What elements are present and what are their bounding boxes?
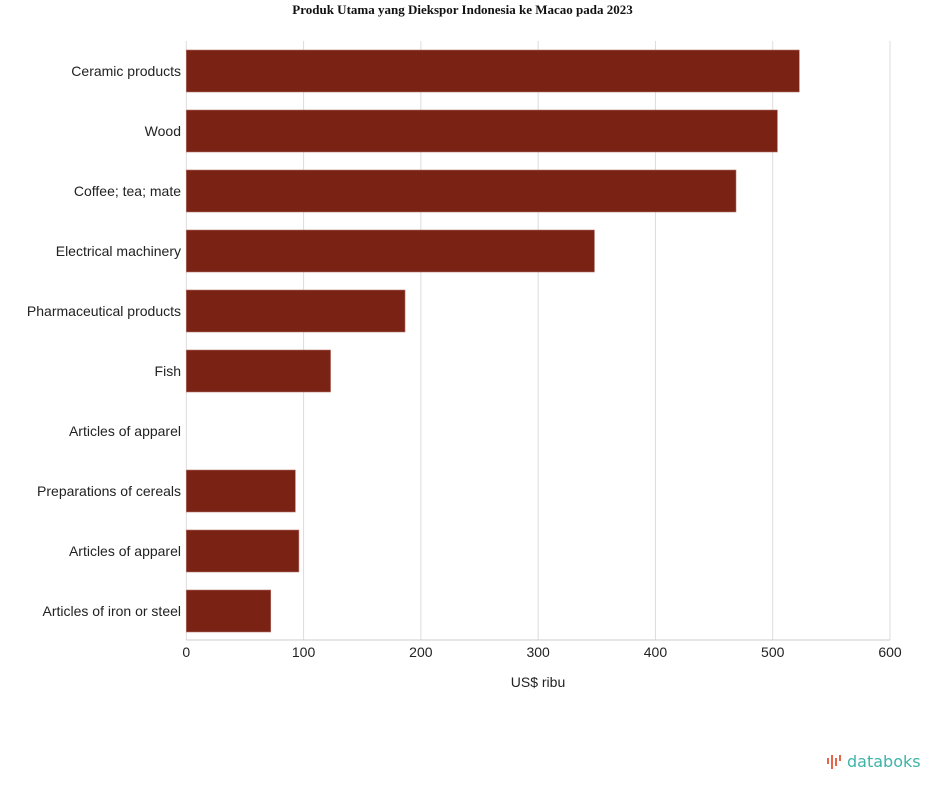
bar [186, 349, 331, 393]
bar [186, 469, 296, 513]
bar [186, 169, 737, 213]
databoks-logo-text: databoks [847, 752, 921, 771]
y-tick-label: Coffee; tea; mate [74, 183, 181, 199]
y-tick-label: Ceramic products [71, 63, 181, 79]
y-tick-label: Preparations of cereals [37, 483, 181, 499]
y-tick-label: Articles of iron or steel [43, 603, 182, 619]
y-tick-label: Fish [155, 363, 181, 379]
databoks-logo: databoks [826, 752, 921, 771]
bar [186, 289, 406, 333]
x-tick-label: 0 [182, 644, 190, 660]
chart-title: Produk Utama yang Diekspor Indonesia ke … [292, 2, 633, 17]
x-tick-label: 500 [761, 644, 785, 660]
y-tick-label: Articles of apparel [69, 543, 181, 559]
databoks-logo-icon [827, 754, 841, 769]
y-tick-label: Articles of apparel [69, 423, 181, 439]
bar [186, 529, 300, 573]
y-tick-label: Pharmaceutical products [27, 303, 181, 319]
x-tick-label: 300 [526, 644, 550, 660]
x-tick-label: 200 [409, 644, 433, 660]
x-tick-label: 600 [878, 644, 902, 660]
y-tick-label: Wood [145, 123, 181, 139]
bar [186, 109, 778, 153]
x-axis-label: US$ ribu [511, 674, 565, 690]
bar [186, 589, 272, 633]
x-tick-label: 100 [292, 644, 316, 660]
x-tick-label: 400 [644, 644, 668, 660]
bar [186, 49, 800, 93]
bar [186, 229, 595, 273]
y-tick-label: Electrical machinery [56, 243, 181, 259]
